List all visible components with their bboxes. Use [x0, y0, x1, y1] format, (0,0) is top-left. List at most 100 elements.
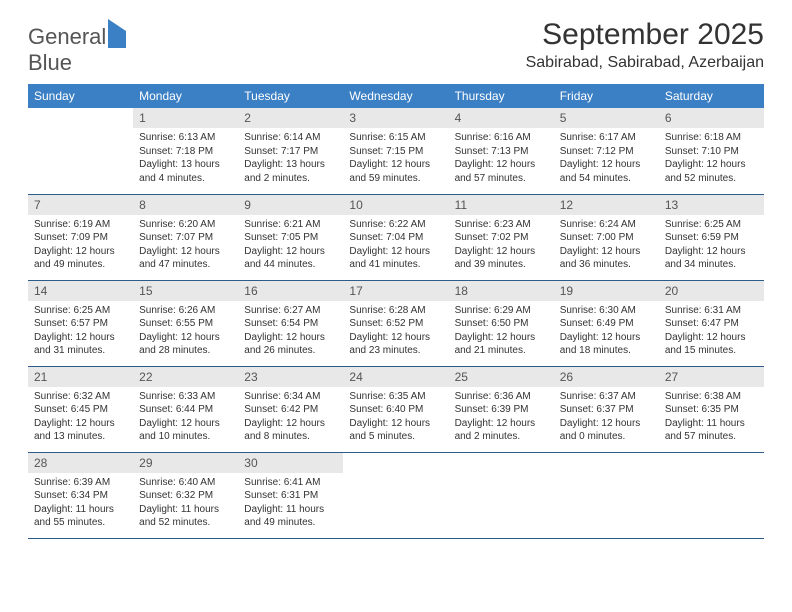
calendar-week-row: 7Sunrise: 6:19 AMSunset: 7:09 PMDaylight…: [28, 194, 764, 280]
sunset-text: Sunset: 6:49 PM: [560, 317, 653, 331]
sunrise-text: Sunrise: 6:35 AM: [349, 390, 442, 404]
calendar-day-cell: 14Sunrise: 6:25 AMSunset: 6:57 PMDayligh…: [28, 280, 133, 366]
calendar-day-cell: 7Sunrise: 6:19 AMSunset: 7:09 PMDaylight…: [28, 194, 133, 280]
calendar-day-cell: 8Sunrise: 6:20 AMSunset: 7:07 PMDaylight…: [133, 194, 238, 280]
day-number: 22: [133, 367, 238, 387]
sunrise-text: Sunrise: 6:39 AM: [34, 476, 127, 490]
calendar-day-cell: 16Sunrise: 6:27 AMSunset: 6:54 PMDayligh…: [238, 280, 343, 366]
header: General Blue September 2025 Sabirabad, S…: [28, 18, 764, 76]
day-info: Sunrise: 6:21 AMSunset: 7:05 PMDaylight:…: [238, 215, 343, 278]
day-info: Sunrise: 6:16 AMSunset: 7:13 PMDaylight:…: [449, 128, 554, 191]
logo-word1: General: [28, 24, 106, 49]
sunrise-text: Sunrise: 6:23 AM: [455, 218, 548, 232]
day-info: Sunrise: 6:34 AMSunset: 6:42 PMDaylight:…: [238, 387, 343, 450]
header-friday: Friday: [554, 84, 659, 108]
day-number: 30: [238, 453, 343, 473]
location-text: Sabirabad, Sabirabad, Azerbaijan: [526, 54, 764, 72]
calendar-day-cell: 21Sunrise: 6:32 AMSunset: 6:45 PMDayligh…: [28, 366, 133, 452]
sunrise-text: Sunrise: 6:22 AM: [349, 218, 442, 232]
day-info: Sunrise: 6:38 AMSunset: 6:35 PMDaylight:…: [659, 387, 764, 450]
sunrise-text: Sunrise: 6:27 AM: [244, 304, 337, 318]
calendar-day-cell: 5Sunrise: 6:17 AMSunset: 7:12 PMDaylight…: [554, 108, 659, 194]
sunrise-text: Sunrise: 6:31 AM: [665, 304, 758, 318]
day-info: Sunrise: 6:32 AMSunset: 6:45 PMDaylight:…: [28, 387, 133, 450]
sunrise-text: Sunrise: 6:29 AM: [455, 304, 548, 318]
daylight-text: Daylight: 12 hours and 59 minutes.: [349, 158, 442, 185]
day-info: Sunrise: 6:20 AMSunset: 7:07 PMDaylight:…: [133, 215, 238, 278]
sunrise-text: Sunrise: 6:30 AM: [560, 304, 653, 318]
day-number: 1: [133, 108, 238, 128]
day-number: 20: [659, 281, 764, 301]
calendar-day-cell: [554, 452, 659, 538]
header-saturday: Saturday: [659, 84, 764, 108]
calendar-day-cell: 2Sunrise: 6:14 AMSunset: 7:17 PMDaylight…: [238, 108, 343, 194]
header-thursday: Thursday: [449, 84, 554, 108]
calendar-table: Sunday Monday Tuesday Wednesday Thursday…: [28, 84, 764, 539]
daylight-text: Daylight: 12 hours and 54 minutes.: [560, 158, 653, 185]
day-number: 25: [449, 367, 554, 387]
calendar-day-cell: 15Sunrise: 6:26 AMSunset: 6:55 PMDayligh…: [133, 280, 238, 366]
day-number: 16: [238, 281, 343, 301]
sunrise-text: Sunrise: 6:25 AM: [34, 304, 127, 318]
day-number: 7: [28, 195, 133, 215]
sunset-text: Sunset: 7:07 PM: [139, 231, 232, 245]
sunrise-text: Sunrise: 6:38 AM: [665, 390, 758, 404]
day-number: 12: [554, 195, 659, 215]
sunset-text: Sunset: 7:12 PM: [560, 145, 653, 159]
header-sunday: Sunday: [28, 84, 133, 108]
day-info: Sunrise: 6:31 AMSunset: 6:47 PMDaylight:…: [659, 301, 764, 364]
sunrise-text: Sunrise: 6:20 AM: [139, 218, 232, 232]
sunset-text: Sunset: 6:31 PM: [244, 489, 337, 503]
day-info: Sunrise: 6:25 AMSunset: 6:57 PMDaylight:…: [28, 301, 133, 364]
calendar-day-cell: 3Sunrise: 6:15 AMSunset: 7:15 PMDaylight…: [343, 108, 448, 194]
day-info: Sunrise: 6:14 AMSunset: 7:17 PMDaylight:…: [238, 128, 343, 191]
sunset-text: Sunset: 7:02 PM: [455, 231, 548, 245]
day-info: Sunrise: 6:22 AMSunset: 7:04 PMDaylight:…: [343, 215, 448, 278]
sunset-text: Sunset: 7:04 PM: [349, 231, 442, 245]
calendar-day-cell: 20Sunrise: 6:31 AMSunset: 6:47 PMDayligh…: [659, 280, 764, 366]
day-info: Sunrise: 6:30 AMSunset: 6:49 PMDaylight:…: [554, 301, 659, 364]
month-title: September 2025: [526, 18, 764, 52]
day-info: Sunrise: 6:39 AMSunset: 6:34 PMDaylight:…: [28, 473, 133, 536]
calendar-day-cell: [28, 108, 133, 194]
calendar-day-cell: 13Sunrise: 6:25 AMSunset: 6:59 PMDayligh…: [659, 194, 764, 280]
day-number: 2: [238, 108, 343, 128]
daylight-text: Daylight: 12 hours and 39 minutes.: [455, 245, 548, 272]
calendar-week-row: 21Sunrise: 6:32 AMSunset: 6:45 PMDayligh…: [28, 366, 764, 452]
calendar-week-row: 14Sunrise: 6:25 AMSunset: 6:57 PMDayligh…: [28, 280, 764, 366]
day-number: 11: [449, 195, 554, 215]
daylight-text: Daylight: 11 hours and 57 minutes.: [665, 417, 758, 444]
calendar-day-cell: 24Sunrise: 6:35 AMSunset: 6:40 PMDayligh…: [343, 366, 448, 452]
sunrise-text: Sunrise: 6:34 AM: [244, 390, 337, 404]
calendar-day-cell: 12Sunrise: 6:24 AMSunset: 7:00 PMDayligh…: [554, 194, 659, 280]
sunset-text: Sunset: 7:05 PM: [244, 231, 337, 245]
calendar-day-cell: 25Sunrise: 6:36 AMSunset: 6:39 PMDayligh…: [449, 366, 554, 452]
calendar-day-cell: 6Sunrise: 6:18 AMSunset: 7:10 PMDaylight…: [659, 108, 764, 194]
daylight-text: Daylight: 12 hours and 34 minutes.: [665, 245, 758, 272]
daylight-text: Daylight: 12 hours and 18 minutes.: [560, 331, 653, 358]
sunset-text: Sunset: 6:57 PM: [34, 317, 127, 331]
day-info: Sunrise: 6:35 AMSunset: 6:40 PMDaylight:…: [343, 387, 448, 450]
calendar-header-row: Sunday Monday Tuesday Wednesday Thursday…: [28, 84, 764, 108]
sunrise-text: Sunrise: 6:17 AM: [560, 131, 653, 145]
sunrise-text: Sunrise: 6:15 AM: [349, 131, 442, 145]
calendar-day-cell: 9Sunrise: 6:21 AMSunset: 7:05 PMDaylight…: [238, 194, 343, 280]
day-number: 21: [28, 367, 133, 387]
day-number: 29: [133, 453, 238, 473]
sunrise-text: Sunrise: 6:40 AM: [139, 476, 232, 490]
calendar-day-cell: 10Sunrise: 6:22 AMSunset: 7:04 PMDayligh…: [343, 194, 448, 280]
day-number: 27: [659, 367, 764, 387]
day-info: Sunrise: 6:17 AMSunset: 7:12 PMDaylight:…: [554, 128, 659, 191]
day-info: Sunrise: 6:29 AMSunset: 6:50 PMDaylight:…: [449, 301, 554, 364]
daylight-text: Daylight: 12 hours and 52 minutes.: [665, 158, 758, 185]
daylight-text: Daylight: 12 hours and 57 minutes.: [455, 158, 548, 185]
logo-triangle-icon: [108, 19, 126, 48]
sunset-text: Sunset: 7:15 PM: [349, 145, 442, 159]
day-number: 10: [343, 195, 448, 215]
day-number: 18: [449, 281, 554, 301]
day-number: 8: [133, 195, 238, 215]
day-info: Sunrise: 6:23 AMSunset: 7:02 PMDaylight:…: [449, 215, 554, 278]
day-info: Sunrise: 6:19 AMSunset: 7:09 PMDaylight:…: [28, 215, 133, 278]
sunrise-text: Sunrise: 6:14 AM: [244, 131, 337, 145]
sunrise-text: Sunrise: 6:24 AM: [560, 218, 653, 232]
